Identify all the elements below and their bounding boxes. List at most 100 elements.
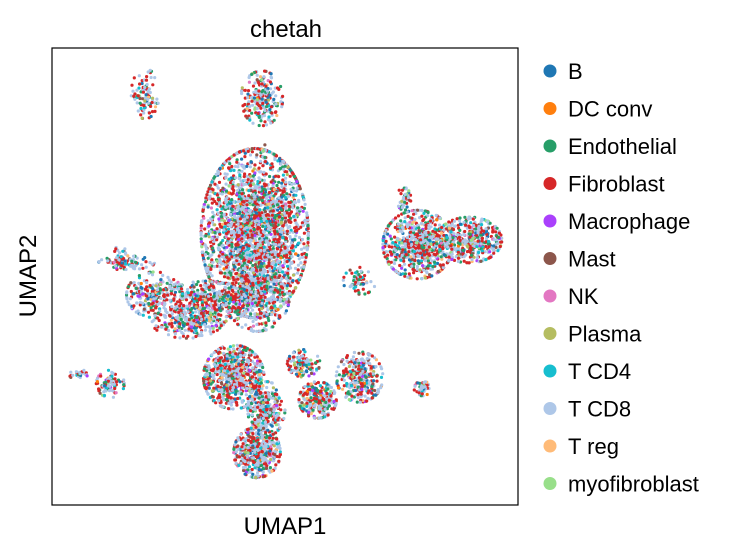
point: [274, 297, 278, 301]
point: [240, 400, 244, 404]
point: [231, 180, 235, 184]
point: [148, 260, 152, 265]
point: [235, 258, 239, 263]
point: [220, 297, 224, 301]
point: [170, 305, 174, 309]
point: [240, 279, 244, 283]
point: [211, 197, 215, 201]
point: [168, 314, 172, 318]
point: [242, 287, 246, 292]
point: [264, 258, 269, 262]
point: [210, 280, 214, 284]
point: [302, 246, 306, 250]
point: [210, 394, 214, 398]
point: [195, 315, 199, 320]
point: [280, 251, 284, 255]
point: [230, 192, 234, 196]
point: [276, 159, 280, 163]
point: [255, 370, 259, 374]
point: [248, 368, 252, 372]
point: [120, 261, 124, 265]
point: [222, 346, 226, 350]
point: [229, 285, 233, 289]
point: [240, 157, 244, 161]
point: [180, 292, 185, 296]
point: [231, 385, 235, 390]
point: [135, 88, 139, 92]
point: [139, 281, 143, 286]
point: [287, 208, 291, 212]
point: [277, 215, 281, 219]
point: [202, 259, 206, 264]
point: [234, 400, 238, 404]
point: [227, 184, 231, 188]
point: [280, 181, 284, 185]
point: [207, 316, 211, 320]
point: [154, 306, 158, 310]
point: [287, 200, 291, 204]
point: [266, 308, 270, 312]
point: [225, 245, 229, 249]
point: [211, 210, 215, 214]
point: [291, 238, 295, 242]
point: [220, 211, 224, 215]
point: [286, 194, 290, 198]
point: [272, 152, 276, 156]
point: [279, 221, 283, 225]
point: [221, 255, 225, 259]
point: [232, 260, 236, 264]
point: [209, 217, 213, 221]
point: [213, 231, 217, 235]
point: [231, 305, 235, 309]
point: [297, 257, 301, 261]
point: [246, 304, 250, 308]
point: [267, 243, 271, 247]
point: [151, 287, 155, 291]
point: [153, 76, 157, 80]
point: [270, 312, 274, 317]
point: [238, 217, 242, 221]
point: [155, 97, 159, 101]
point: [218, 282, 222, 286]
point: [225, 354, 229, 358]
point: [240, 169, 244, 173]
point: [257, 300, 261, 305]
point: [272, 238, 276, 242]
point: [204, 196, 208, 200]
point: [129, 281, 133, 285]
point: [265, 297, 269, 302]
point: [207, 232, 211, 236]
point: [285, 297, 289, 301]
point: [177, 325, 181, 329]
point: [232, 188, 236, 193]
point: [283, 261, 287, 265]
point: [124, 267, 128, 272]
point: [255, 202, 259, 206]
point: [197, 297, 201, 301]
point: [240, 325, 244, 329]
point: [296, 271, 300, 275]
point: [262, 269, 266, 273]
point: [266, 213, 270, 217]
point: [218, 378, 222, 383]
point: [272, 279, 276, 283]
point: [264, 188, 268, 192]
point: [224, 176, 228, 180]
point: [247, 194, 251, 198]
point: [135, 301, 139, 305]
point: [249, 189, 253, 193]
point: [225, 255, 229, 259]
point: [236, 322, 240, 326]
point: [243, 310, 247, 314]
point: [253, 171, 257, 175]
point: [283, 195, 288, 199]
point: [281, 224, 285, 228]
point: [233, 216, 237, 220]
point: [121, 249, 125, 253]
point: [123, 259, 127, 263]
point: [225, 357, 229, 361]
point: [112, 260, 116, 264]
point: [207, 294, 211, 298]
point: [271, 325, 275, 329]
point: [244, 363, 248, 367]
